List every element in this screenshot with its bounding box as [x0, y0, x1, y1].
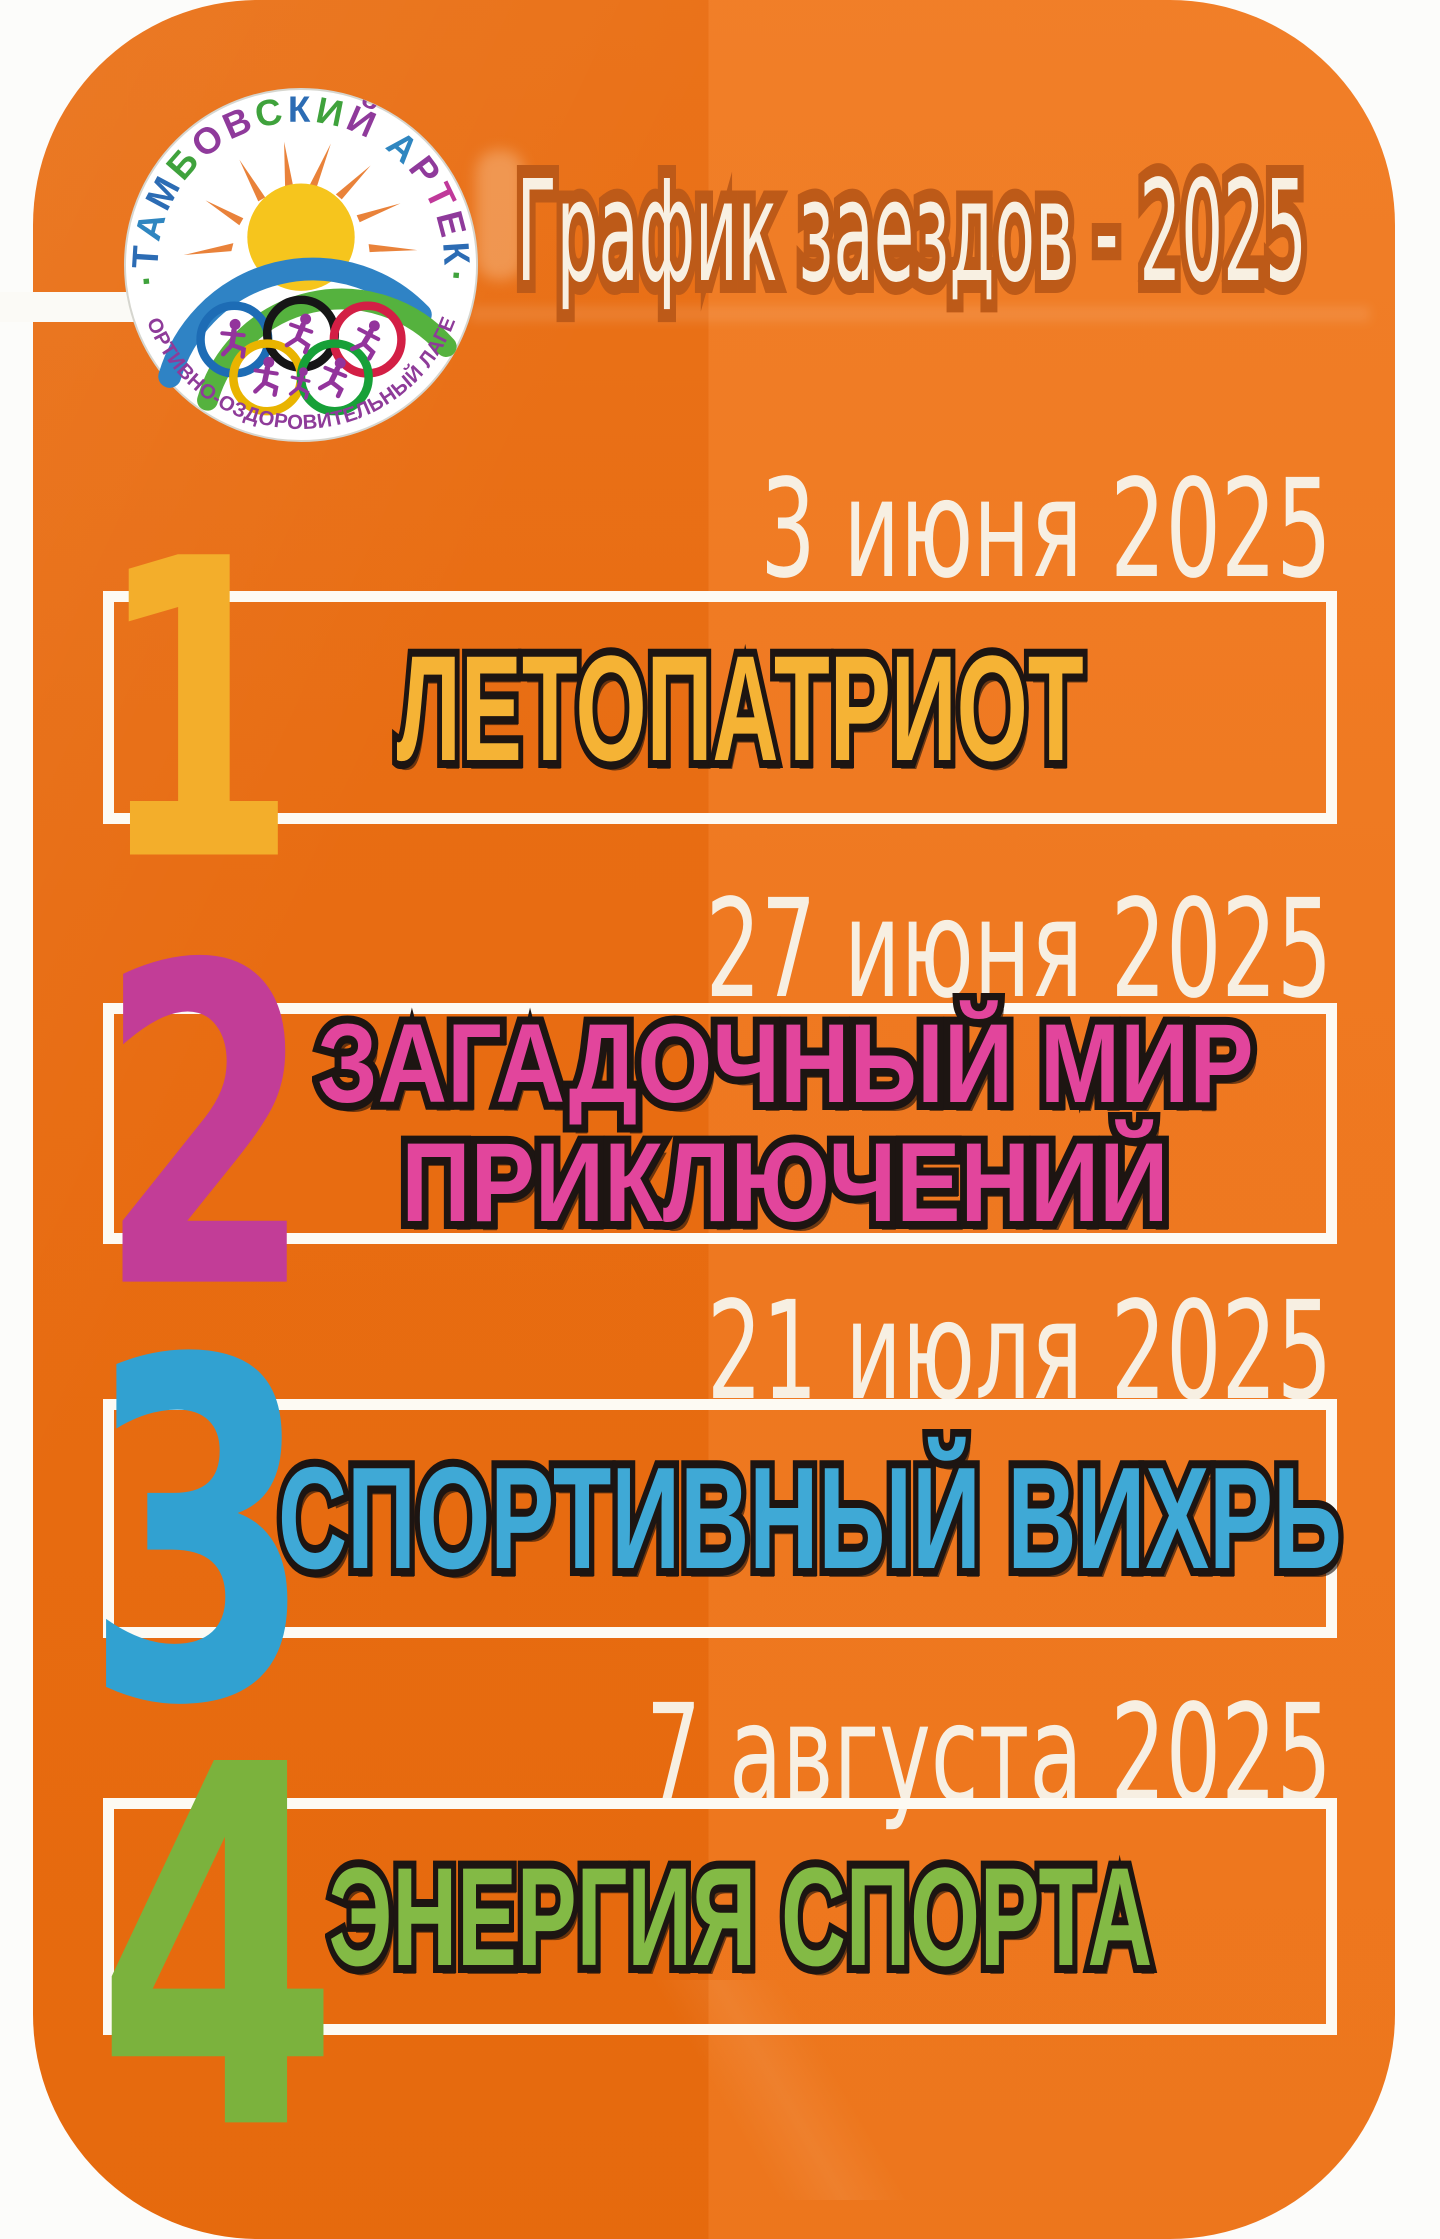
session-1-number: 1	[96, 473, 298, 953]
arc-top-text: ·ТАМБОВСКИЙ АР Т Е К ·	[124, 89, 477, 288]
session-2-number: 2	[98, 874, 314, 1387]
session-3-number: 3	[84, 1262, 314, 1808]
session-4-box	[103, 1798, 1337, 2035]
paper-crease	[520, 1980, 1040, 2200]
session-3-box	[103, 1399, 1337, 1638]
paper-crease	[470, 306, 1370, 322]
session-3-date: 21 июля 2025	[706, 1273, 1332, 1431]
session-1-box	[103, 591, 1337, 824]
session-4-number: 4	[96, 1660, 340, 2239]
white-stripe	[0, 292, 152, 322]
sun-rays-icon	[183, 141, 418, 256]
session-1-date: 3 июня 2025	[760, 451, 1332, 609]
rainbow-arc-blue	[158, 257, 432, 388]
session-2-box	[103, 1003, 1337, 1244]
paper-crease	[476, 150, 524, 280]
session-2-date: 27 июня 2025	[705, 871, 1332, 1029]
